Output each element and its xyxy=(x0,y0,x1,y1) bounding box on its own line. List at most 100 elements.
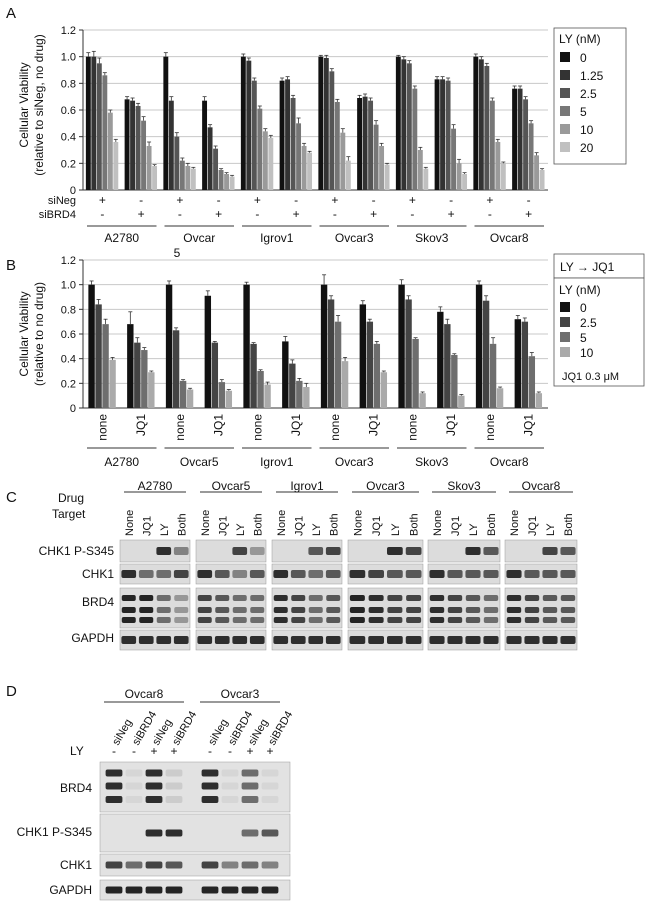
blot-band xyxy=(368,570,384,578)
y-tick-label: 0.4 xyxy=(61,132,76,144)
legend-label: 20 xyxy=(580,141,594,155)
blot-band xyxy=(483,547,499,555)
bar xyxy=(401,59,407,191)
legend-swatch xyxy=(560,88,570,98)
blot-band xyxy=(173,636,189,644)
bar xyxy=(218,170,224,190)
bar xyxy=(289,363,296,408)
lane-label: None xyxy=(352,510,364,536)
blot-band xyxy=(387,547,403,555)
panel-a-cell-line-extra: 5 xyxy=(174,246,181,260)
legend-swatch xyxy=(560,317,570,327)
blot-band xyxy=(121,607,136,613)
sign: + xyxy=(176,193,183,207)
blot-strip xyxy=(271,629,343,651)
lane-label: None xyxy=(509,510,521,536)
bar xyxy=(165,284,173,408)
bar xyxy=(127,324,134,408)
lane-label: JQ1 xyxy=(450,516,462,536)
blot-band xyxy=(261,829,279,837)
bar xyxy=(528,123,534,190)
panel-b-legend-footer: JQ1 0.3 μM xyxy=(562,371,619,383)
bar xyxy=(444,324,451,408)
bar xyxy=(359,304,367,408)
blot-band xyxy=(560,607,576,613)
sign: + xyxy=(215,207,222,221)
blot-band xyxy=(156,636,172,644)
legend-swatch xyxy=(560,302,570,312)
bar xyxy=(380,372,388,408)
treatment-label: JQ1 xyxy=(289,414,303,436)
blot-band xyxy=(201,782,219,790)
blot-band xyxy=(125,796,143,803)
blot-band xyxy=(232,595,247,601)
bar xyxy=(362,96,368,190)
sign: + xyxy=(448,207,455,221)
blot-band xyxy=(291,607,306,613)
bar xyxy=(451,128,457,190)
legend-label: 5 xyxy=(580,331,587,345)
bar xyxy=(368,100,374,190)
lane-label: LY xyxy=(390,523,402,536)
blot-band xyxy=(368,617,384,623)
blot-band xyxy=(326,617,341,623)
cell-line-label: Ovcar5 xyxy=(180,455,219,469)
blot-band xyxy=(261,769,279,777)
treatment-label: JQ1 xyxy=(522,414,536,436)
bar xyxy=(412,338,419,408)
bar xyxy=(107,112,113,190)
blot-row-label: BRD4 xyxy=(60,781,92,795)
bar xyxy=(327,299,335,408)
treatment-label: JQ1 xyxy=(212,414,226,436)
blot-band xyxy=(173,570,189,578)
blot-row-label: CHK1 P-S345 xyxy=(17,825,93,839)
bar xyxy=(437,311,444,408)
lane-label: Both xyxy=(252,513,264,536)
bar xyxy=(102,75,108,190)
bar xyxy=(434,79,440,190)
blot-band xyxy=(447,607,463,613)
blot-band xyxy=(560,547,576,555)
panel-a-row-label-sibrd4: siBRD4 xyxy=(39,209,76,221)
blot-band xyxy=(201,861,219,869)
bar xyxy=(213,148,219,190)
bar xyxy=(500,163,506,190)
y-tick-label: 0.6 xyxy=(61,329,76,341)
panel-a-sign-rows: +--++--++--++--++--++--+ xyxy=(99,193,532,221)
blot-band xyxy=(139,617,154,623)
panel-a-ylabel-line2: (relative to siNeg, no drug) xyxy=(32,34,46,175)
panel-a-legend-items: 0 1.25 2.5 5 10 20 xyxy=(560,51,604,155)
blot-band xyxy=(524,607,540,613)
legend-swatch xyxy=(560,52,570,62)
blot-band xyxy=(221,782,239,790)
blot-band xyxy=(165,861,183,869)
bar xyxy=(163,56,169,190)
blot-band xyxy=(121,636,137,644)
blot-band xyxy=(325,570,341,578)
cell-line-label: Ovcar xyxy=(183,231,215,245)
y-tick-label: 1.0 xyxy=(61,280,76,292)
bar xyxy=(307,152,313,190)
blot-band xyxy=(165,886,183,894)
blot-band xyxy=(249,636,265,644)
blot-band xyxy=(241,796,259,803)
blot-row-label: GAPDH xyxy=(49,883,92,897)
bar xyxy=(334,321,342,408)
blot-band xyxy=(156,595,171,601)
sign: + xyxy=(138,207,145,221)
blot-row-label: CHK1 xyxy=(60,858,92,872)
bar xyxy=(296,123,302,190)
blot-band xyxy=(139,595,154,601)
blot-strip xyxy=(195,563,267,585)
bar xyxy=(285,79,291,190)
bar xyxy=(268,138,274,190)
lane-label: Both xyxy=(486,513,498,536)
blot-band xyxy=(241,769,259,777)
bar xyxy=(405,299,412,408)
blot-band xyxy=(524,636,540,644)
blot-strip xyxy=(271,563,343,585)
bar xyxy=(334,102,340,190)
blot-band xyxy=(201,886,219,894)
bar xyxy=(320,284,328,408)
